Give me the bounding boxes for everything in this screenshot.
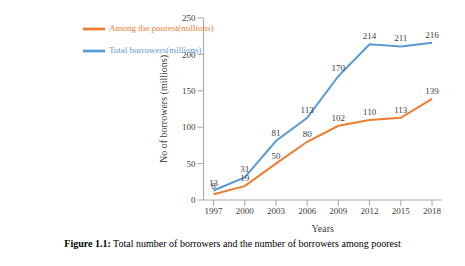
svg-text:2012: 2012 — [361, 206, 379, 216]
svg-text:2009: 2009 — [329, 206, 348, 216]
svg-text:2000: 2000 — [236, 206, 255, 216]
svg-text:80: 80 — [303, 129, 313, 139]
svg-text:113: 113 — [301, 105, 315, 115]
svg-text:2015: 2015 — [392, 206, 411, 216]
svg-text:2006: 2006 — [298, 206, 317, 216]
svg-text:Years: Years — [312, 223, 334, 234]
svg-text:214: 214 — [363, 31, 377, 41]
svg-text:200: 200 — [182, 50, 196, 60]
svg-text:8: 8 — [211, 181, 216, 191]
svg-text:1997: 1997 — [205, 206, 224, 216]
svg-text:170: 170 — [332, 63, 346, 73]
svg-text:211: 211 — [394, 33, 407, 43]
svg-text:113: 113 — [394, 105, 408, 115]
svg-text:81: 81 — [271, 128, 280, 138]
svg-text:50: 50 — [187, 159, 197, 169]
svg-text:102: 102 — [332, 113, 346, 123]
svg-text:0: 0 — [191, 195, 196, 205]
svg-text:110: 110 — [363, 107, 377, 117]
svg-text:19: 19 — [240, 173, 250, 183]
svg-text:250: 250 — [182, 13, 196, 23]
svg-text:150: 150 — [182, 86, 196, 96]
svg-text:2003: 2003 — [267, 206, 286, 216]
svg-text:216: 216 — [425, 30, 439, 40]
svg-text:100: 100 — [182, 122, 196, 132]
svg-text:2018: 2018 — [423, 206, 442, 216]
svg-text:139: 139 — [425, 86, 439, 96]
svg-text:50: 50 — [271, 151, 281, 161]
svg-text:No of borrowers (millions): No of borrowers (millions) — [158, 55, 170, 163]
